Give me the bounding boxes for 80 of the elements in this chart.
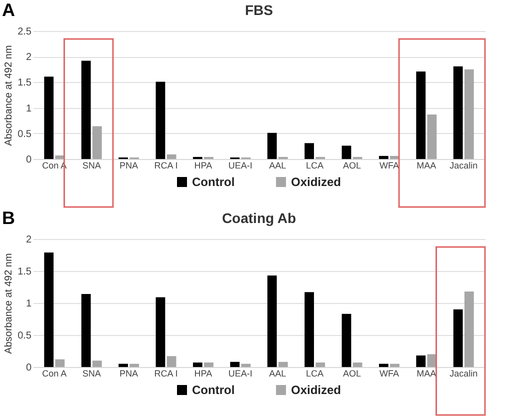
bar [192, 362, 202, 367]
bar [267, 132, 277, 159]
bar [464, 291, 474, 367]
bar [278, 362, 288, 367]
bar [378, 364, 388, 367]
x-tick-label: MAA [416, 160, 436, 170]
bar [81, 60, 91, 159]
bar [130, 364, 140, 367]
x-tick-label: WFA [379, 160, 399, 170]
x-tick-label: Con A [42, 368, 67, 378]
text: B [2, 208, 15, 229]
x-tick-label: HPA [194, 368, 212, 378]
legend-label: Oxidized [291, 175, 342, 189]
x-tick-label: PNA [120, 368, 138, 378]
bar [44, 76, 54, 159]
bar [44, 252, 54, 367]
bar [352, 362, 362, 367]
bar [342, 146, 352, 159]
legend-label: Control [192, 383, 235, 397]
text: A [2, 0, 15, 21]
y-tick-label: 0.5 [18, 128, 32, 140]
x-tick-label: SNA [82, 160, 101, 170]
y-axis-title: Absorbance at 492 nm [4, 45, 15, 146]
x-tick-label: MAA [416, 368, 436, 378]
y-axis-title: Absorbance at 492 nm [4, 253, 15, 354]
x-tick-label: AAL [269, 368, 286, 378]
x-tick-label: PNA [120, 160, 138, 170]
x-tick-label: UEA-I [228, 160, 252, 170]
bar [453, 66, 463, 159]
bar [416, 355, 426, 367]
y-tick-label: 2.5 [18, 26, 32, 38]
x-tick-label: Jacalin [450, 160, 478, 170]
x-tick-label: LCA [306, 368, 324, 378]
x-tick-label: WFA [379, 368, 399, 378]
x-tick-label: SNA [82, 368, 101, 378]
y-tick-label: 0 [26, 154, 32, 166]
y-tick-label: 0.5 [18, 330, 32, 342]
bar [92, 360, 102, 367]
bar [166, 154, 176, 159]
x-tick-label: RCA I [154, 160, 178, 170]
x-tick-label: AAL [269, 160, 286, 170]
bar [427, 114, 437, 159]
y-tick-label: 1.5 [18, 78, 32, 89]
x-tick-label: HPA [194, 160, 212, 170]
bar [241, 364, 251, 367]
bar [118, 364, 128, 367]
bar [267, 275, 277, 367]
bar [166, 356, 176, 367]
y-tick-label: 2 [26, 234, 32, 246]
y-tick-label: 1 [26, 298, 32, 310]
bar [55, 359, 65, 367]
bar [81, 294, 91, 367]
chart-title: FBS [245, 2, 273, 18]
bar [390, 364, 400, 367]
x-tick-label: LCA [306, 160, 324, 170]
x-tick-label: UEA-I [228, 368, 252, 378]
bar [156, 82, 166, 159]
x-tick-label: RCA I [154, 368, 178, 378]
bar [156, 297, 166, 367]
bar [316, 362, 326, 367]
chart-title: Coating Ab [222, 210, 296, 226]
x-tick-label: AOL [342, 368, 362, 378]
legend-label: Control [192, 175, 235, 189]
bar [204, 362, 214, 367]
y-tick-label: 1 [26, 103, 32, 114]
y-tick-label: 2 [26, 52, 32, 64]
bar [378, 156, 388, 159]
bar [416, 71, 426, 159]
bar [464, 69, 474, 159]
y-tick-label: 0 [26, 362, 32, 374]
x-tick-label: AOL [342, 160, 362, 170]
y-tick-label: 1.5 [18, 266, 32, 278]
x-tick-label: Jacalin [450, 368, 478, 378]
bar [304, 292, 314, 367]
legend-label: Oxidized [291, 383, 342, 397]
bar [342, 314, 352, 367]
bar [92, 126, 102, 159]
bar [453, 309, 463, 367]
bar [304, 143, 314, 159]
bar [230, 362, 240, 367]
